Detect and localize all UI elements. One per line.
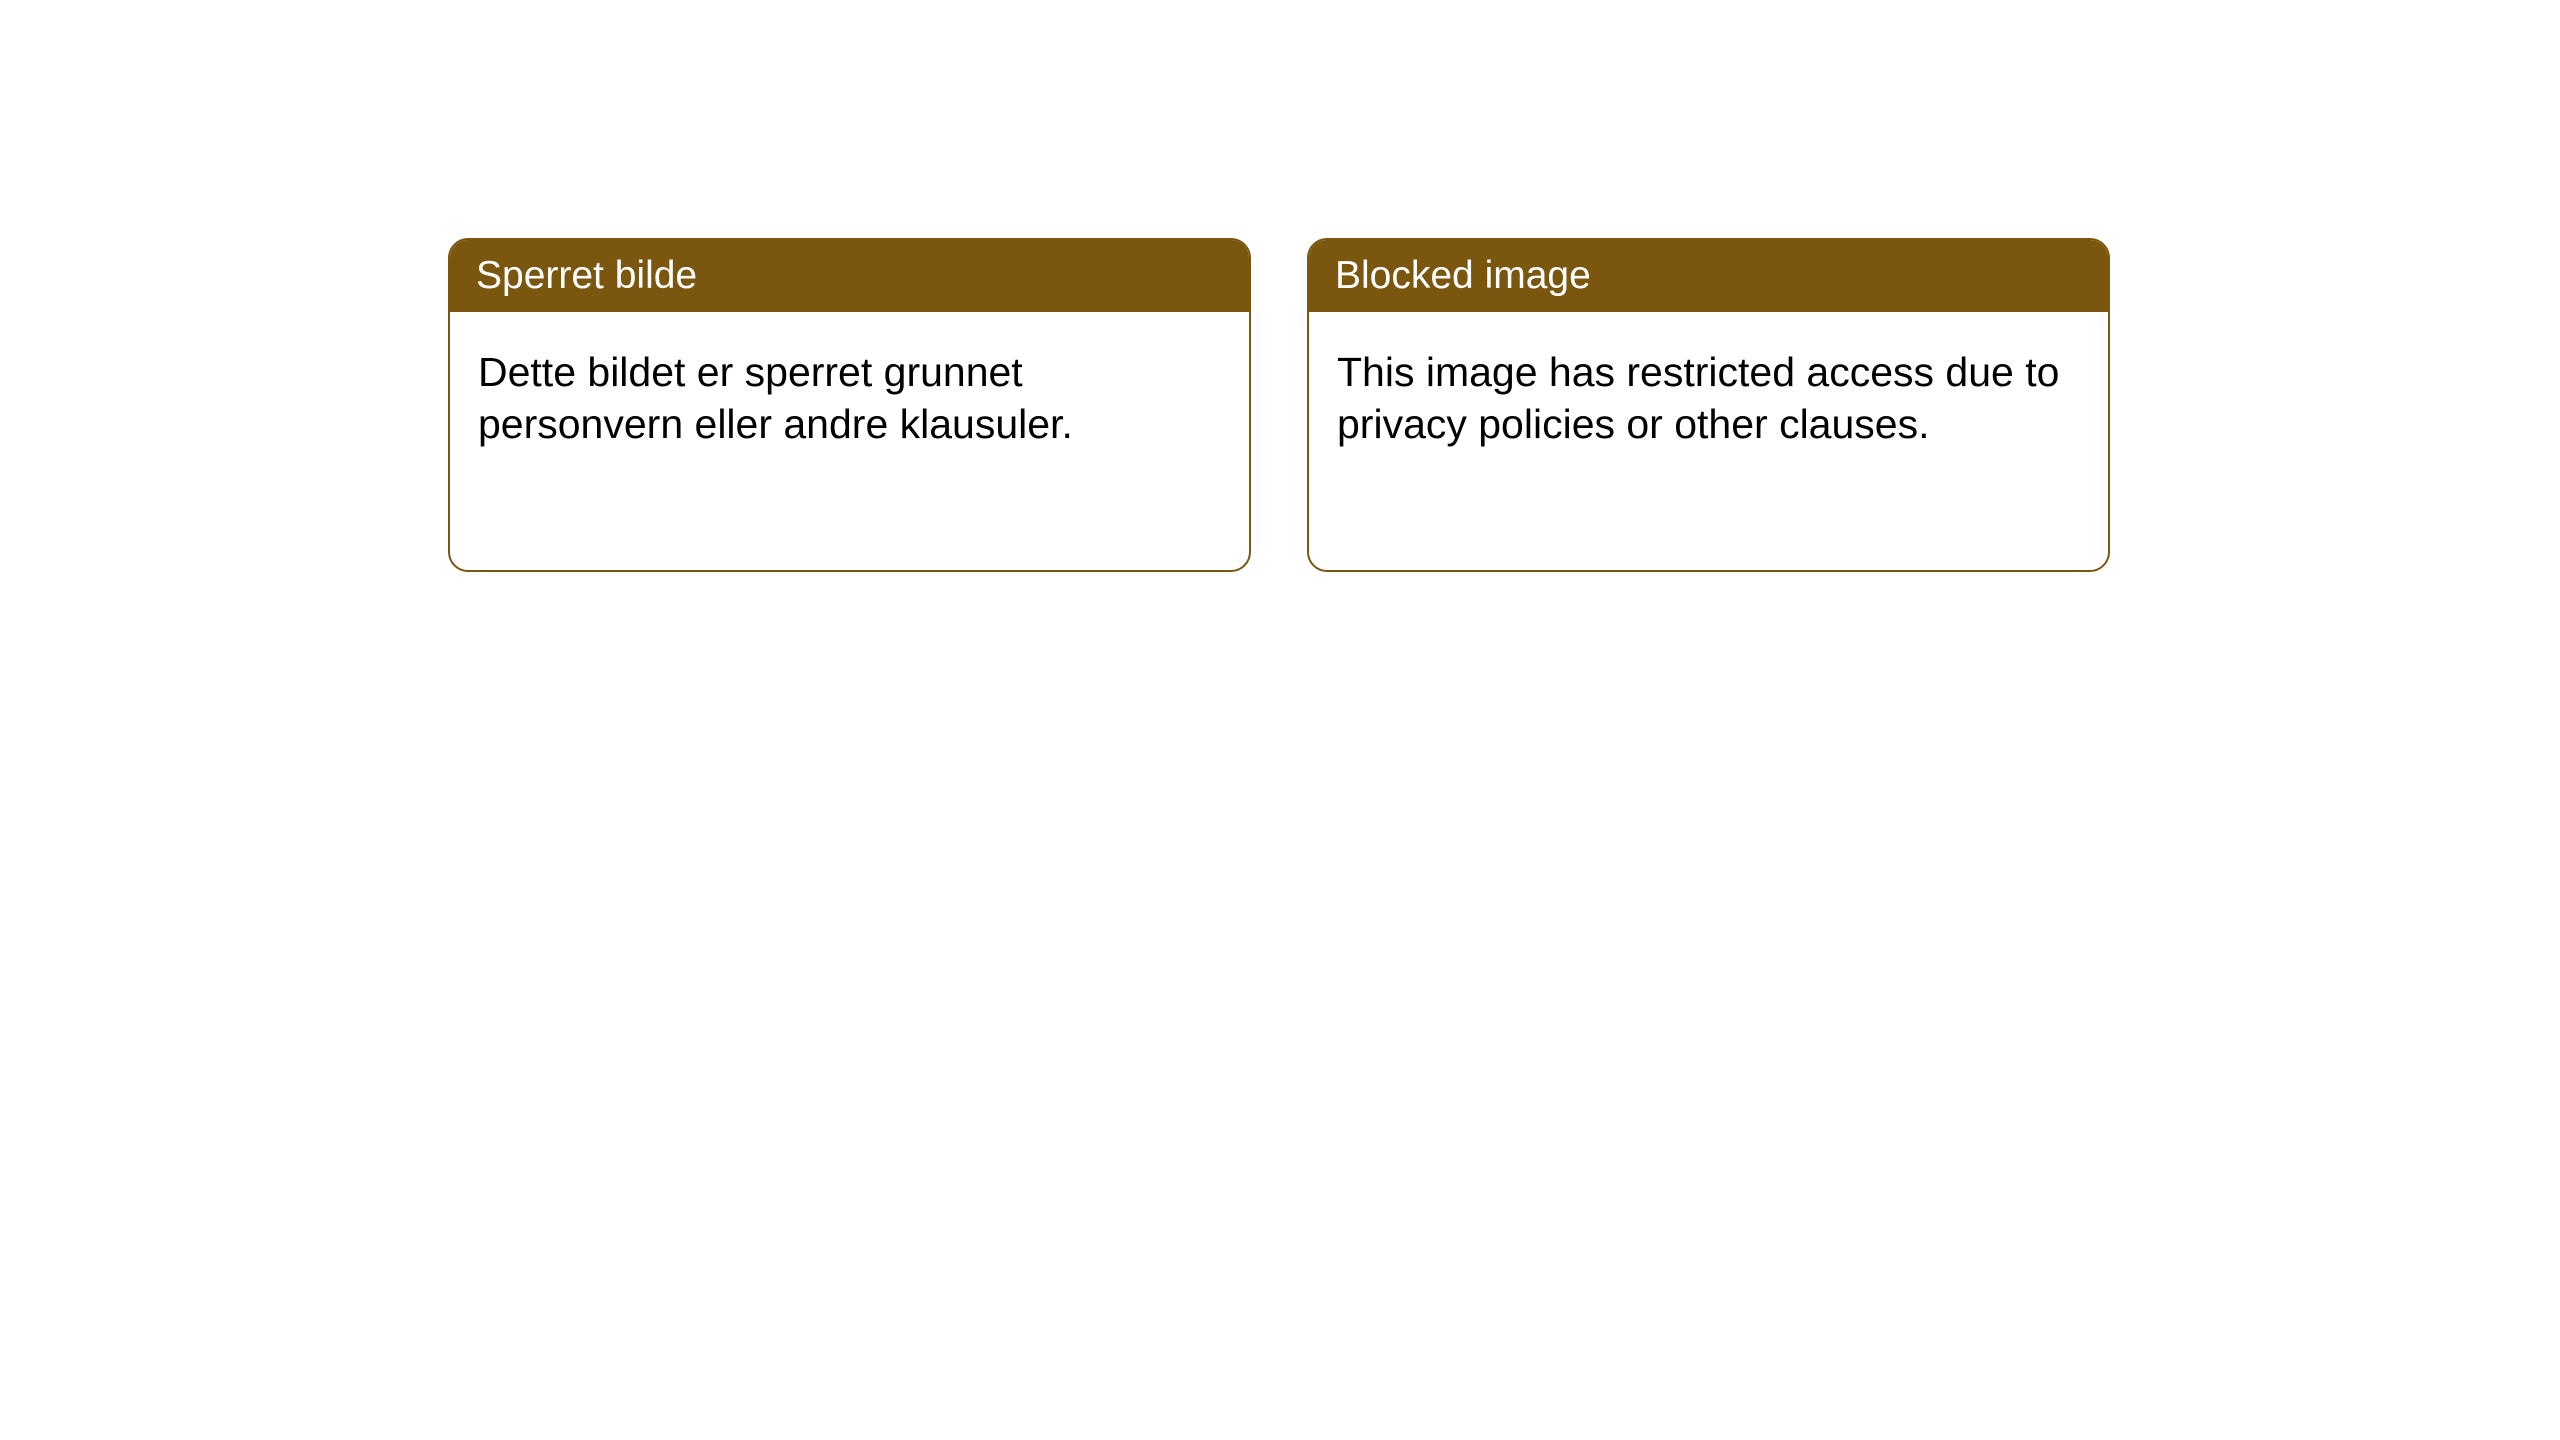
notice-box-norwegian: Sperret bilde Dette bildet er sperret gr… — [448, 238, 1251, 572]
notice-box-english: Blocked image This image has restricted … — [1307, 238, 2110, 572]
notice-title: Sperret bilde — [476, 254, 697, 297]
notice-body: This image has restricted access due to … — [1309, 312, 2108, 484]
notice-header: Blocked image — [1309, 240, 2108, 312]
notice-text: Dette bildet er sperret grunnet personve… — [478, 349, 1073, 447]
notice-header: Sperret bilde — [450, 240, 1249, 312]
notice-body: Dette bildet er sperret grunnet personve… — [450, 312, 1249, 484]
notice-title: Blocked image — [1335, 254, 1591, 297]
notice-container: Sperret bilde Dette bildet er sperret gr… — [448, 238, 2110, 572]
notice-text: This image has restricted access due to … — [1337, 349, 2059, 447]
